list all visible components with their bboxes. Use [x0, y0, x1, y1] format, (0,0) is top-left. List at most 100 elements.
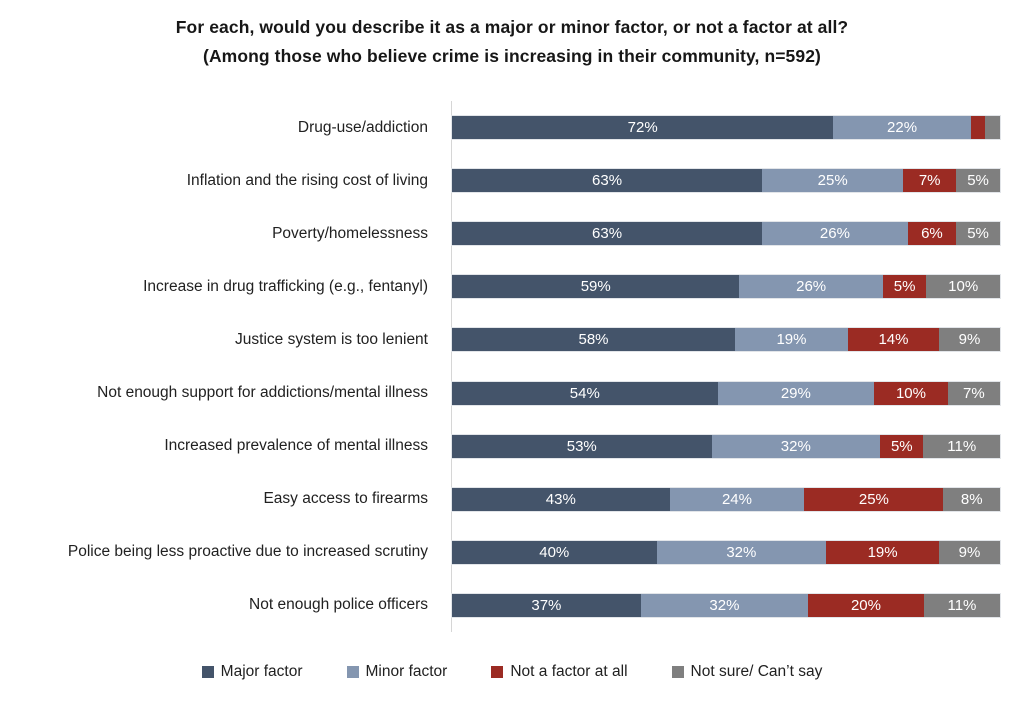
bar-segment-minor-factor: 26%: [762, 222, 908, 246]
chart-title-line2: (Among those who believe crime is increa…: [203, 46, 821, 66]
data-label: 63%: [592, 172, 623, 190]
data-label: 43%: [545, 490, 576, 508]
data-label: 32%: [780, 437, 811, 455]
bar-segment-not-sure-can-t-say: 11%: [923, 593, 1000, 617]
bar-segment-minor-factor: 32%: [711, 434, 881, 458]
bar-segment-major-factor: 43%: [452, 487, 670, 511]
bar-row: Drug-use/addiction 72% 22%: [0, 101, 1000, 154]
stacked-bar: 54% 29% 10% 7%: [452, 381, 1000, 405]
category-label: Increased prevalence of mental illness: [164, 437, 428, 455]
bar-segment-minor-factor: 26%: [739, 275, 883, 299]
bar-segment-not-sure-can-t-say: 9%: [939, 328, 1000, 352]
category-label: Drug-use/addiction: [297, 118, 428, 136]
stacked-bar: 63% 25% 7% 5%: [452, 169, 1001, 193]
data-label: 9%: [958, 543, 981, 561]
data-label: 10%: [948, 278, 979, 296]
bar-row: Not enough support for addictions/mental…: [0, 366, 1000, 419]
bar-segment-not-sure-can-t-say: 5%: [956, 169, 1001, 193]
bar-row: Inflation and the rising cost of living 6…: [0, 154, 1001, 207]
y-axis-line: [451, 101, 452, 632]
legend-label: Minor factor: [365, 663, 448, 680]
stacked-bar: 43% 24% 25% 8%: [452, 487, 1000, 511]
data-label: 26%: [819, 225, 850, 243]
bar-segment-minor-factor: 32%: [640, 593, 809, 617]
category-label: Easy access to firearms: [263, 490, 428, 508]
data-label: 29%: [780, 384, 811, 402]
bar-segment-not-a-factor-at-all: 7%: [903, 169, 957, 193]
stacked-bar: 53% 32% 5% 11%: [452, 434, 1000, 458]
legend-label: Not sure/ Can’t say: [690, 663, 823, 680]
legend-item-not-a-factor-at-all: Not a factor at all: [491, 663, 628, 681]
bar-row: Police being less proactive due to incre…: [0, 526, 1000, 579]
category-label: Justice system is too lenient: [235, 330, 428, 348]
chart-title-line1: For each, would you describe it as a maj…: [175, 17, 849, 37]
data-label: 59%: [580, 278, 611, 296]
legend-item-major-factor: Major factor: [201, 663, 303, 681]
bar-segment-major-factor: 54%: [452, 381, 718, 405]
bar-segment-major-factor: 59%: [452, 275, 740, 299]
stacked-bar: 40% 32% 19% 9%: [452, 540, 1000, 564]
data-label: 8%: [960, 490, 983, 508]
data-label: 40%: [539, 543, 570, 561]
data-label: 5%: [967, 172, 989, 190]
bar-segment-not-a-factor-at-all: 20%: [808, 593, 924, 617]
data-label: 6%: [921, 225, 943, 243]
category-label: Increase in drug trafficking (e.g., fent…: [143, 277, 428, 295]
bar-row: Not enough police officers 37% 32% 20% 11%: [0, 579, 1000, 632]
bar-segment-not-a-factor-at-all: 5%: [882, 275, 927, 299]
bar-segment-not-sure-can-t-say: 10%: [926, 275, 1001, 299]
data-label: 7%: [918, 172, 941, 190]
data-label: 32%: [726, 543, 757, 561]
bar-row: Increase in drug trafficking (e.g., fent…: [0, 260, 1001, 313]
category-label: Inflation and the rising cost of living: [186, 171, 428, 189]
stacked-bar: 72% 22%: [452, 116, 1000, 140]
bar-segment-not-a-factor-at-all: 6%: [907, 222, 957, 246]
legend-swatch-icon: [346, 666, 359, 678]
bar-segment-major-factor: 63%: [452, 222, 763, 246]
data-label: 72%: [627, 119, 658, 137]
category-label: Poverty/homelessness: [272, 224, 428, 242]
legend-label: Not a factor at all: [510, 663, 628, 680]
data-label: 5%: [967, 225, 989, 243]
stacked-bar: 58% 19% 14% 9%: [452, 328, 1000, 352]
bar-segment-not-sure-can-t-say: 7%: [947, 381, 1000, 405]
data-label: 53%: [566, 437, 597, 455]
bar-segment-minor-factor: 19%: [735, 328, 848, 352]
bar-segment-major-factor: 53%: [452, 434, 712, 458]
bar-segment-not-sure-can-t-say: 5%: [956, 222, 1001, 246]
category-label: Not enough support for addictions/mental…: [97, 384, 428, 402]
legend-swatch-icon: [201, 666, 214, 678]
bar-segment-minor-factor: 24%: [669, 487, 805, 511]
category-label: Police being less proactive due to incre…: [67, 543, 428, 561]
bar-segment-minor-factor: 32%: [656, 540, 827, 564]
data-label: 20%: [850, 596, 881, 614]
plot-area: Drug-use/addiction 72% 22% Inflation and th…: [0, 101, 1001, 632]
data-label: 5%: [893, 278, 916, 296]
bar-segment-major-factor: 40%: [452, 540, 657, 564]
bar-segment-not-a-factor-at-all: 19%: [826, 540, 940, 564]
bar-segment-not-sure-can-t-say: 9%: [939, 540, 1000, 564]
bar-segment-not-a-factor-at-all: 14%: [847, 328, 940, 352]
bar-row: Easy access to firearms 43% 24% 25% 8%: [0, 473, 1000, 526]
bar-row: Justice system is too lenient 58% 19% 14% 9%: [0, 313, 1000, 366]
category-label: Not enough police officers: [249, 596, 428, 614]
data-label: 22%: [887, 119, 918, 137]
data-label: 25%: [817, 172, 848, 190]
data-label: 11%: [947, 437, 977, 455]
stacked-bar: 37% 32% 20% 11%: [452, 593, 1000, 617]
bar-segment-not-sure-can-t-say: 11%: [923, 434, 1000, 458]
bar-segment-minor-factor: 22%: [833, 116, 971, 140]
data-label: 32%: [709, 596, 740, 614]
bar-segment-major-factor: 63%: [452, 169, 763, 193]
data-label: 37%: [531, 596, 562, 614]
bar-segment-not-a-factor-at-all: 10%: [874, 381, 948, 405]
legend-item-not-sure-can-t-say: Not sure/ Can’t say: [671, 663, 823, 681]
data-label: 63%: [592, 225, 623, 243]
data-label: 19%: [867, 543, 898, 561]
data-label: 10%: [895, 384, 926, 402]
legend: Major factor Minor factor Not a factor at …: [0, 663, 1024, 681]
bar-segment-major-factor: 58%: [452, 328, 736, 352]
data-label: 14%: [878, 331, 909, 349]
data-label: 9%: [958, 331, 981, 349]
data-label: 26%: [796, 278, 827, 296]
